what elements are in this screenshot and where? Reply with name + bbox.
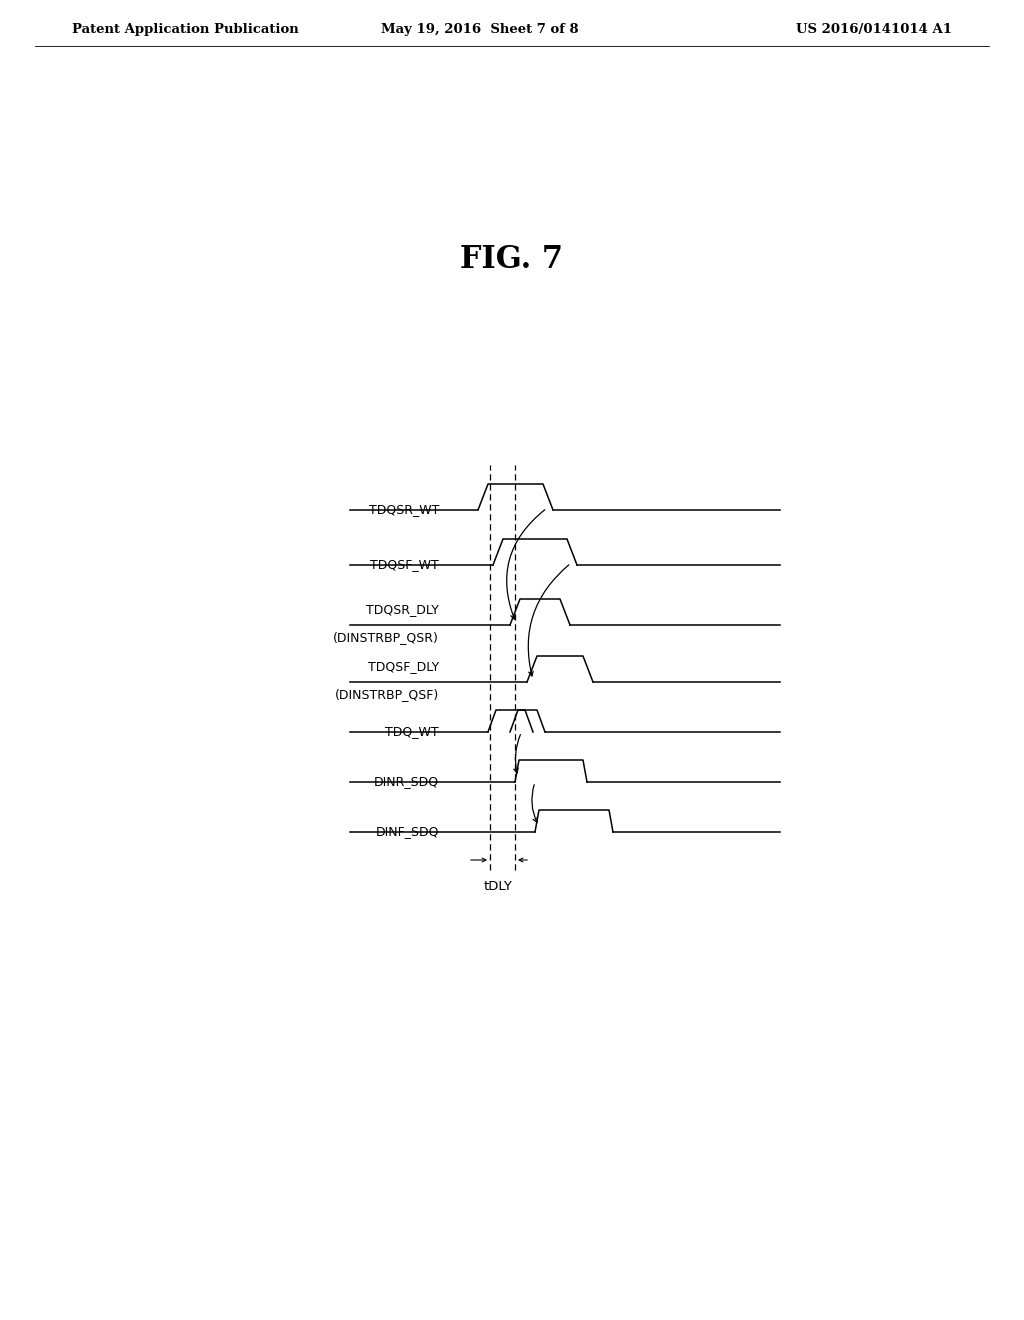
- FancyArrowPatch shape: [528, 565, 569, 676]
- Text: (DINSTRBP_QSF): (DINSTRBP_QSF): [335, 689, 439, 701]
- Text: TDQSF_WT: TDQSF_WT: [371, 558, 439, 572]
- Text: TDQSF_DLY: TDQSF_DLY: [368, 660, 439, 673]
- FancyArrowPatch shape: [531, 784, 538, 822]
- FancyArrowPatch shape: [507, 510, 545, 619]
- Text: TDQSR_DLY: TDQSR_DLY: [367, 603, 439, 616]
- Text: (DINSTRBP_QSR): (DINSTRBP_QSR): [333, 631, 439, 644]
- Text: DINR_SDQ: DINR_SDQ: [374, 776, 439, 788]
- FancyArrowPatch shape: [514, 734, 520, 774]
- Text: US 2016/0141014 A1: US 2016/0141014 A1: [796, 24, 952, 37]
- Text: FIG. 7: FIG. 7: [461, 244, 563, 276]
- Text: TDQSR_WT: TDQSR_WT: [369, 503, 439, 516]
- Text: Patent Application Publication: Patent Application Publication: [72, 24, 299, 37]
- Text: TDQ_WT: TDQ_WT: [385, 726, 439, 738]
- Text: May 19, 2016  Sheet 7 of 8: May 19, 2016 Sheet 7 of 8: [381, 24, 579, 37]
- Text: tDLY: tDLY: [483, 880, 512, 894]
- Text: DINF_SDQ: DINF_SDQ: [376, 825, 439, 838]
